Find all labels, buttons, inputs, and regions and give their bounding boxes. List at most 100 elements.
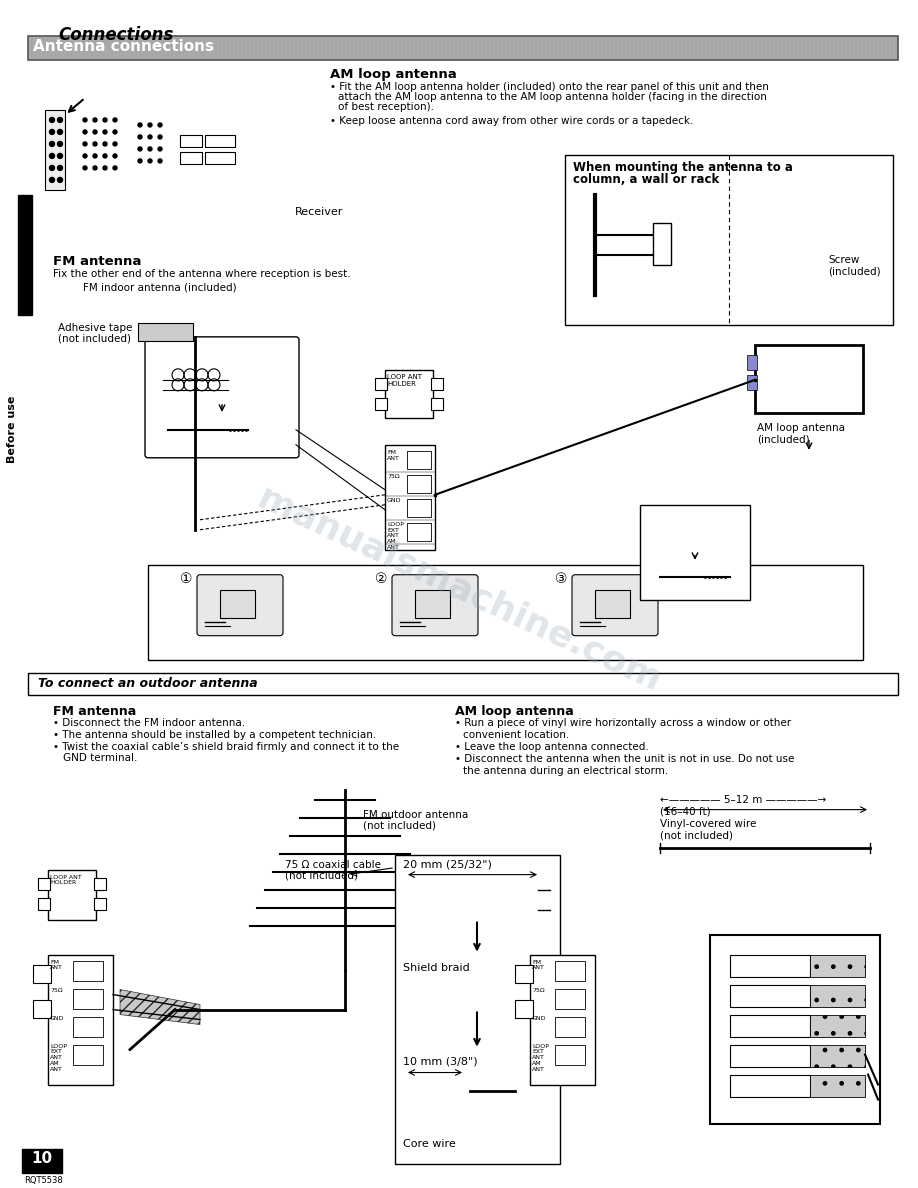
Circle shape — [50, 118, 54, 122]
Text: the antenna during an electrical storm.: the antenna during an electrical storm. — [463, 765, 668, 776]
Text: column, a wall or rack: column, a wall or rack — [573, 173, 719, 187]
Bar — [431, 398, 443, 410]
Bar — [730, 985, 810, 1006]
Bar — [730, 1015, 810, 1037]
Text: convenient location.: convenient location. — [463, 729, 569, 740]
Bar — [405, 885, 540, 915]
Text: Receiver: Receiver — [295, 207, 343, 217]
Circle shape — [50, 165, 54, 170]
Circle shape — [50, 153, 54, 158]
Text: 75Ω: 75Ω — [50, 987, 62, 992]
Text: Antenna connections: Antenna connections — [33, 39, 214, 53]
Text: • The antenna should be installed by a competent technician.: • The antenna should be installed by a c… — [53, 729, 376, 740]
Circle shape — [148, 135, 152, 139]
Text: LOOP ANT
HOLDER: LOOP ANT HOLDER — [50, 874, 82, 885]
Bar — [407, 450, 431, 469]
Circle shape — [93, 129, 97, 134]
Bar — [755, 345, 863, 412]
Text: AM loop antenna: AM loop antenna — [330, 68, 457, 81]
Bar — [385, 444, 435, 550]
Bar — [38, 878, 50, 890]
Bar — [653, 223, 671, 265]
Circle shape — [58, 153, 62, 158]
Circle shape — [58, 129, 62, 134]
Text: • Disconnect the antenna when the unit is not in use. Do not use: • Disconnect the antenna when the unit i… — [455, 753, 794, 764]
Text: LOOP
EXT
ANT
AM
ANT: LOOP EXT ANT AM ANT — [50, 1043, 67, 1072]
Circle shape — [103, 141, 107, 146]
Bar — [48, 955, 113, 1085]
Text: (not included): (not included) — [363, 821, 436, 830]
Bar — [73, 961, 103, 980]
Bar — [73, 988, 103, 1009]
Bar — [375, 378, 387, 390]
Text: • Run a piece of vinyl wire horizontally across a window or other: • Run a piece of vinyl wire horizontally… — [455, 718, 791, 728]
Circle shape — [83, 141, 87, 146]
Text: 75Ω: 75Ω — [532, 987, 544, 992]
Circle shape — [58, 141, 62, 146]
Bar — [555, 961, 585, 980]
Text: FM
ANT: FM ANT — [532, 960, 545, 971]
Text: FM
ANT: FM ANT — [50, 960, 62, 971]
Text: ←————— 5–12 m —————→: ←————— 5–12 m —————→ — [660, 795, 826, 804]
Text: (not included): (not included) — [660, 830, 733, 841]
Text: GND: GND — [532, 1016, 546, 1020]
Text: 75 Ω coaxial cable: 75 Ω coaxial cable — [285, 860, 381, 870]
Text: LOOP
EXT
ANT
AM
ANT: LOOP EXT ANT AM ANT — [532, 1043, 549, 1072]
Bar — [220, 589, 255, 618]
Text: attach the AM loop antenna to the AM loop antenna holder (facing in the directio: attach the AM loop antenna to the AM loo… — [338, 91, 767, 102]
Circle shape — [58, 177, 62, 183]
Bar — [33, 999, 51, 1018]
Bar — [407, 523, 431, 541]
Bar — [94, 878, 106, 890]
Text: AM loop antenna: AM loop antenna — [455, 704, 574, 718]
Bar — [33, 965, 51, 982]
Bar — [28, 672, 898, 695]
Text: Before use: Before use — [7, 396, 17, 463]
Text: 20 mm (25/32"): 20 mm (25/32") — [403, 860, 492, 870]
Circle shape — [50, 177, 54, 183]
Text: Screw
(included): Screw (included) — [828, 255, 880, 277]
Bar — [810, 955, 865, 977]
Bar — [205, 152, 235, 164]
Text: FM indoor antenna (included): FM indoor antenna (included) — [84, 283, 237, 293]
Bar — [73, 1017, 103, 1037]
Bar — [747, 355, 757, 369]
Text: GND terminal.: GND terminal. — [63, 753, 138, 763]
Text: Shield braid: Shield braid — [403, 962, 470, 973]
Bar — [747, 375, 757, 390]
Bar — [810, 985, 865, 1006]
Bar — [710, 935, 880, 1125]
Text: (not included): (not included) — [285, 871, 358, 880]
Text: RQT5538: RQT5538 — [24, 1176, 62, 1186]
Text: ③: ③ — [555, 571, 567, 586]
Circle shape — [158, 135, 162, 139]
Circle shape — [50, 141, 54, 146]
Circle shape — [58, 165, 62, 170]
Bar — [415, 589, 450, 618]
Bar — [45, 110, 65, 190]
Circle shape — [83, 129, 87, 134]
Bar — [515, 999, 533, 1018]
Bar — [595, 589, 630, 618]
Text: ②: ② — [375, 571, 387, 586]
Circle shape — [148, 147, 152, 151]
Bar — [407, 475, 431, 493]
Bar — [730, 1044, 810, 1067]
Text: 10: 10 — [31, 1151, 52, 1167]
Text: of best reception).: of best reception). — [338, 102, 434, 112]
Circle shape — [83, 166, 87, 170]
Text: Fix the other end of the antenna where reception is best.: Fix the other end of the antenna where r… — [53, 268, 351, 279]
Bar — [555, 1044, 585, 1064]
Bar — [18, 195, 32, 315]
Bar — [555, 988, 585, 1009]
Bar — [730, 955, 810, 977]
Polygon shape — [405, 1080, 505, 1102]
Text: 75Ω: 75Ω — [387, 474, 399, 479]
Bar — [48, 870, 96, 920]
Text: Core wire: Core wire — [403, 1139, 455, 1150]
Bar — [180, 135, 202, 147]
Bar — [94, 898, 106, 910]
Circle shape — [93, 141, 97, 146]
Text: FM outdoor antenna: FM outdoor antenna — [363, 810, 468, 820]
Text: AM loop antenna: AM loop antenna — [757, 423, 845, 432]
